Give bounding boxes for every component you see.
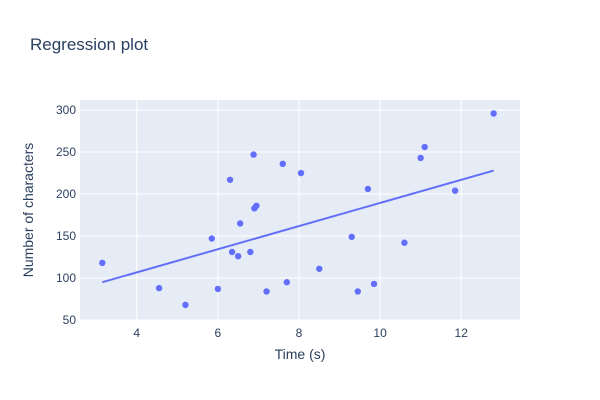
data-point xyxy=(253,202,260,210)
data-point xyxy=(236,220,244,227)
y-tick-label: 200 xyxy=(56,187,76,201)
x-tick-labels: 4 6 8 10 12 xyxy=(133,326,468,340)
plot-area xyxy=(80,100,520,320)
data-point xyxy=(348,233,355,241)
data-point xyxy=(182,301,189,309)
data-point xyxy=(401,239,408,246)
data-point xyxy=(214,285,222,293)
scatter-points xyxy=(99,110,497,309)
x-tick-label: 6 xyxy=(215,326,222,340)
data-point xyxy=(364,185,372,193)
data-point xyxy=(247,248,254,256)
y-tick-label: 150 xyxy=(56,229,76,243)
data-point xyxy=(155,284,163,292)
x-tick-label: 12 xyxy=(455,326,469,340)
data-point xyxy=(283,279,291,286)
data-point xyxy=(490,110,497,117)
y-axis-title: Number of characters xyxy=(20,143,36,278)
regression-line xyxy=(102,169,494,284)
x-axis-title: Time (s) xyxy=(275,346,326,362)
x-tick-label: 10 xyxy=(373,326,387,340)
data-point xyxy=(354,288,361,295)
data-point xyxy=(263,288,270,295)
data-point xyxy=(451,187,459,194)
x-tick-label: 8 xyxy=(296,326,303,340)
data-point xyxy=(297,169,305,177)
y-tick-label: 250 xyxy=(56,145,76,159)
data-point xyxy=(208,235,215,242)
regression-line-group xyxy=(102,169,494,284)
data-point xyxy=(417,154,424,162)
data-point xyxy=(370,280,378,288)
data-point xyxy=(228,248,236,256)
data-point xyxy=(421,143,428,151)
data-point xyxy=(234,252,242,260)
y-tick-label: 50 xyxy=(63,313,77,327)
y-tick-labels: 50 100 150 200 250 300 xyxy=(56,103,76,327)
data-point xyxy=(250,151,257,158)
data-point xyxy=(99,259,106,267)
data-point xyxy=(316,265,323,272)
data-point xyxy=(279,160,286,168)
data-point xyxy=(226,176,234,183)
y-gridlines xyxy=(80,109,520,321)
y-tick-label: 100 xyxy=(56,271,76,285)
y-tick-label: 300 xyxy=(56,103,76,117)
chart-title: Regression plot xyxy=(30,35,148,54)
x-tick-label: 4 xyxy=(133,326,140,340)
x-gridlines xyxy=(136,100,462,320)
